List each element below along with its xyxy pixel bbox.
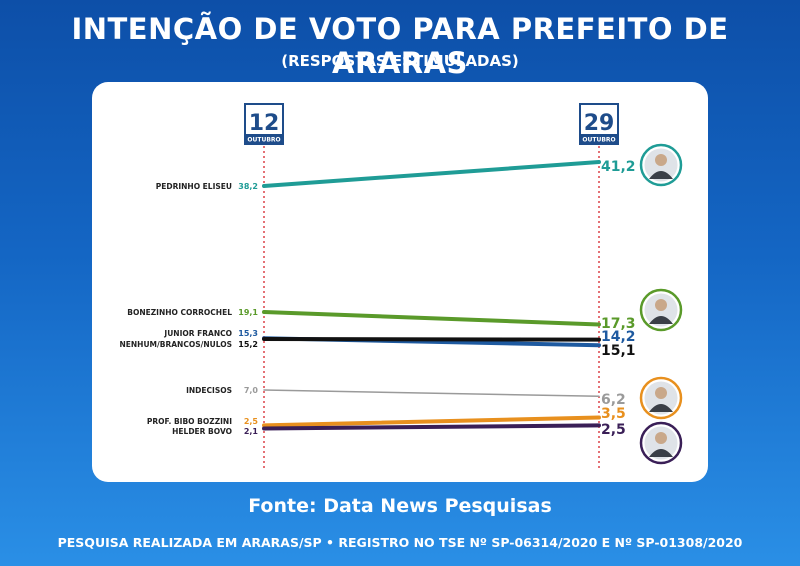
end-value-label: 17,3 xyxy=(601,316,636,332)
candidate-head-icon xyxy=(655,432,667,444)
date-day-label: 12 xyxy=(249,111,280,136)
start-value-label: 2,5 xyxy=(244,417,259,426)
end-value-label: 14,2 xyxy=(601,329,636,345)
start-value-label: 38,2 xyxy=(238,182,258,191)
series-line xyxy=(262,310,601,327)
series-name-label: BONEZINHO CORROCHEL xyxy=(127,308,232,317)
series-line xyxy=(262,160,601,188)
candidate-head-icon xyxy=(655,154,667,166)
candidate-body-icon xyxy=(649,171,673,179)
series-name-label: PROF. BIBO BOZZINI xyxy=(147,417,232,426)
end-value-label: 6,2 xyxy=(601,392,626,408)
series-name-label: JUNIOR FRANCO xyxy=(163,329,232,338)
registration-note: PESQUISA REALIZADA EM ARARAS/SP • REGIST… xyxy=(57,535,743,550)
date-day-label: 29 xyxy=(584,111,615,136)
start-value-label: 15,3 xyxy=(238,329,258,338)
series-line xyxy=(262,423,601,431)
candidate-body-icon xyxy=(649,404,673,412)
start-value-label: 19,1 xyxy=(238,308,258,317)
candidate-body-icon xyxy=(649,449,673,457)
start-value-label: 15,2 xyxy=(238,340,258,349)
start-value-label: 2,1 xyxy=(244,427,259,436)
start-value-label: 7,0 xyxy=(244,386,259,395)
candidate-head-icon xyxy=(655,299,667,311)
end-value-label: 15,1 xyxy=(601,343,636,359)
series-name-label: INDECISOS xyxy=(186,386,232,395)
chart-subtitle: (RESPOSTAS ESTIMULADAS) xyxy=(281,52,519,70)
date-month-band xyxy=(245,134,283,144)
candidate-head-icon xyxy=(655,387,667,399)
series-line xyxy=(262,337,601,342)
end-value-label: 3,5 xyxy=(601,406,626,422)
chart-panel xyxy=(92,82,708,482)
end-value-label: 2,5 xyxy=(601,422,626,438)
series-name-label: PEDRINHO ELISEU xyxy=(156,182,232,191)
date-month-label: OUTUBRO xyxy=(582,137,615,144)
series-name-label: HELDER BOVO xyxy=(172,427,232,436)
series-line xyxy=(263,389,600,398)
chart-title: INTENÇÃO DE VOTO PARA PREFEITO DE ARARAS xyxy=(71,12,729,80)
end-value-label: 41,2 xyxy=(601,159,636,175)
candidate-body-icon xyxy=(649,316,673,324)
date-month-label: OUTUBRO xyxy=(247,137,280,144)
series-line xyxy=(262,415,601,428)
data-source: Fonte: Data News Pesquisas xyxy=(248,495,552,517)
series-name-label: NENHUM/BRANCOS/NULOS xyxy=(120,340,233,349)
date-month-band xyxy=(580,134,618,144)
